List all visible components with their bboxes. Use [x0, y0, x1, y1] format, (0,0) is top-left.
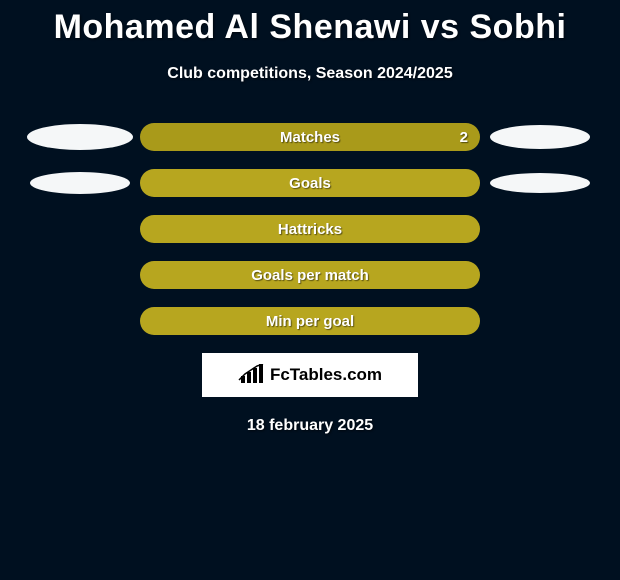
- stat-bar: Goals: [140, 169, 480, 197]
- stat-bar-label: Min per goal: [266, 313, 354, 330]
- stat-row: Hattricks: [0, 215, 620, 243]
- left-ellipse: [27, 124, 133, 150]
- date-text: 18 february 2025: [0, 417, 620, 435]
- stat-row: Goals: [0, 169, 620, 197]
- right-ellipse: [490, 173, 590, 193]
- chart-icon: [238, 364, 266, 386]
- stat-bar-value: 2: [460, 129, 468, 146]
- stat-row: Goals per match: [0, 261, 620, 289]
- stat-rows: Matches 2 Goals Hattricks Goals per matc…: [0, 123, 620, 335]
- stat-bar: Matches 2: [140, 123, 480, 151]
- stat-row: Min per goal: [0, 307, 620, 335]
- branding-box: FcTables.com: [202, 353, 418, 397]
- branding-text: FcTables.com: [270, 365, 382, 385]
- stat-bar: Hattricks: [140, 215, 480, 243]
- stat-bar: Goals per match: [140, 261, 480, 289]
- stat-bar-label: Goals: [289, 175, 331, 192]
- right-ellipse: [490, 125, 590, 149]
- stat-bar-label: Hattricks: [278, 221, 342, 238]
- stat-bar-label: Matches: [280, 129, 340, 146]
- right-side: [480, 173, 600, 193]
- right-side: [480, 125, 600, 149]
- stat-row: Matches 2: [0, 123, 620, 151]
- stat-bar: Min per goal: [140, 307, 480, 335]
- left-side: [20, 172, 140, 194]
- page-title: Mohamed Al Shenawi vs Sobhi: [0, 0, 620, 47]
- stat-bar-label: Goals per match: [251, 267, 369, 284]
- page-subtitle: Club competitions, Season 2024/2025: [0, 65, 620, 83]
- left-ellipse: [30, 172, 130, 194]
- left-side: [20, 124, 140, 150]
